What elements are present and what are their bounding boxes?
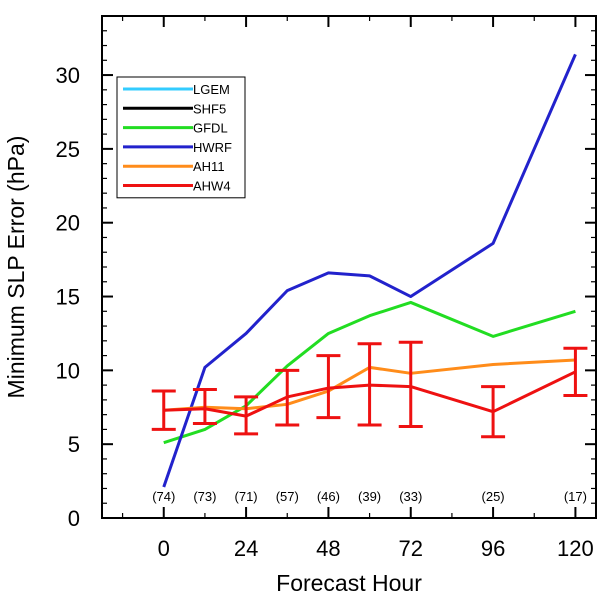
sample-count-label: (46) [317,489,340,504]
sample-count-label: (71) [235,489,258,504]
sample-count-label: (33) [399,489,422,504]
legend-entry: LGEM [123,82,230,97]
legend-entry: SHF5 [123,101,226,116]
x-tick-label: 24 [234,536,258,561]
y-tick-label: 10 [56,358,80,383]
sample-count-label: (73) [193,489,216,504]
legend-entry: AH11 [123,159,225,174]
sample-counts: (74) (73) (71) (57) (46) (39) (33) (25) (17) [152,489,587,504]
error-bar [151,389,176,431]
error-bar [357,342,382,427]
y-tick-label: 30 [56,63,80,88]
y-tick-label: 0 [68,506,80,531]
y-tick-label: 20 [56,211,80,236]
error-bar [275,368,300,427]
sample-count-label: (17) [564,489,587,504]
y-tick-label: 15 [56,285,80,310]
y-axis-title: Minimum SLP Error (hPa) [3,136,29,399]
legend: LGEM SHF5 GFDL HWRF AH11 AHW4 [116,76,246,199]
x-tick-label: 0 [158,536,170,561]
y-tick-label: 25 [56,137,80,162]
legend-entry: GFDL [123,121,228,136]
error-bar [192,388,217,426]
x-tick-label: 48 [316,536,340,561]
error-bar [481,385,506,439]
sample-count-label: (25) [482,489,505,504]
legend-entry: AHW4 [123,179,231,194]
legend-label: SHF5 [193,101,226,116]
legend-label: AH11 [193,159,225,174]
errorbar-layer [151,340,588,439]
x-tick-label: 72 [399,536,423,561]
legend-box [116,76,246,199]
legend-label: LGEM [193,82,230,97]
legend-label: GFDL [193,121,228,136]
y-tick-label: 5 [68,432,80,457]
axes: 0 5 10 15 20 25 30 0 24 48 72 96 120 [56,15,596,561]
error-bar [234,395,259,436]
x-tick-label: 120 [557,536,594,561]
sample-count-label: (74) [152,489,175,504]
legend-label: AHW4 [193,179,231,194]
sample-count-label: (57) [276,489,299,504]
x-tick-label: 96 [481,536,505,561]
legend-label: HWRF [193,140,232,155]
legend-entry: HWRF [123,140,232,155]
x-axis-title: Forecast Hour [276,570,422,596]
error-bar [563,346,588,397]
series-line-gfdl [163,300,576,445]
series-line-hwrf [162,53,577,488]
error-bar [398,340,423,428]
sample-count-label: (39) [358,489,381,504]
error-bar [316,354,341,420]
